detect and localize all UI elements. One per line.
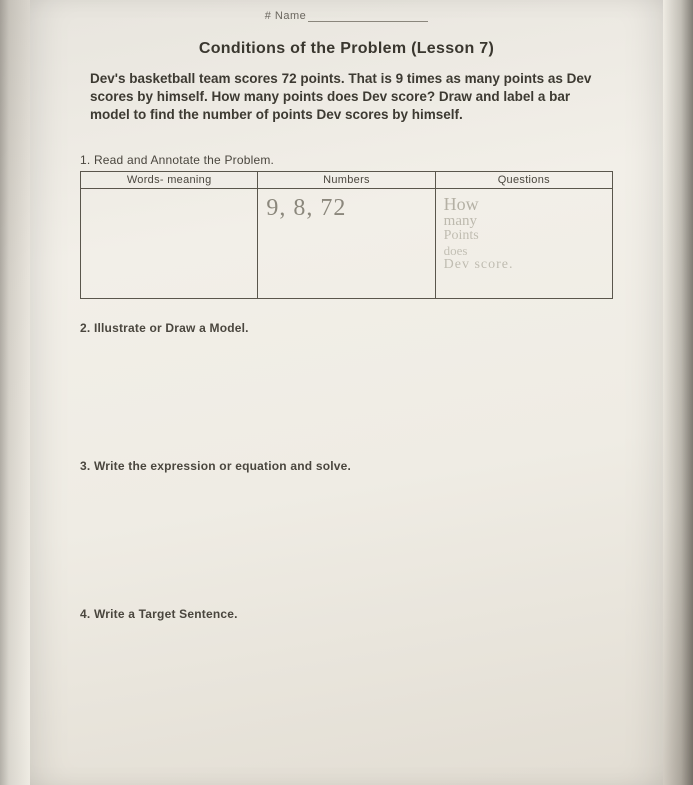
name-label: # Name bbox=[265, 10, 307, 22]
handw-line-2: many bbox=[444, 214, 604, 230]
page-left-shadow bbox=[0, 0, 30, 785]
handw-line-3: Points bbox=[444, 229, 604, 244]
cell-questions[interactable]: How many Points does Dev score. bbox=[435, 188, 612, 298]
col-words: Words- meaning bbox=[81, 171, 258, 188]
page-right-shadow bbox=[663, 0, 693, 785]
model-drawing-area[interactable] bbox=[80, 339, 613, 459]
target-sentence-area[interactable] bbox=[80, 625, 613, 725]
section-1-label: 1. Read and Annotate the Problem. bbox=[80, 153, 613, 167]
worksheet-title: Conditions of the Problem (Lesson 7) bbox=[80, 40, 613, 58]
table-header-row: Words- meaning Numbers Questions bbox=[81, 171, 613, 188]
handw-line-4: does bbox=[444, 244, 604, 258]
col-questions: Questions bbox=[435, 171, 612, 188]
handwritten-question: How many Points does Dev score. bbox=[444, 195, 604, 273]
cell-numbers[interactable]: 9, 8, 72 bbox=[258, 188, 435, 298]
section-4-label: 4. Write a Target Sentence. bbox=[80, 607, 613, 621]
name-field-row: # Name bbox=[80, 10, 613, 22]
col-numbers: Numbers bbox=[258, 171, 435, 188]
handw-line-1: How bbox=[444, 195, 604, 214]
cell-words[interactable] bbox=[81, 188, 258, 298]
section-3-label: 3. Write the expression or equation and … bbox=[80, 459, 613, 473]
annotate-table: Words- meaning Numbers Questions 9, 8, 7… bbox=[80, 171, 613, 299]
handw-line-5: Dev score. bbox=[444, 258, 604, 273]
table-row: 9, 8, 72 How many Points does Dev score. bbox=[81, 188, 613, 298]
expression-area[interactable] bbox=[80, 477, 613, 607]
problem-statement: Dev's basketball team scores 72 points. … bbox=[90, 70, 603, 125]
worksheet-paper: # Name Conditions of the Problem (Lesson… bbox=[30, 0, 663, 785]
name-blank-line[interactable] bbox=[308, 21, 428, 22]
handwritten-numbers: 9, 8, 72 bbox=[266, 195, 426, 222]
section-2-label: 2. Illustrate or Draw a Model. bbox=[80, 321, 613, 335]
